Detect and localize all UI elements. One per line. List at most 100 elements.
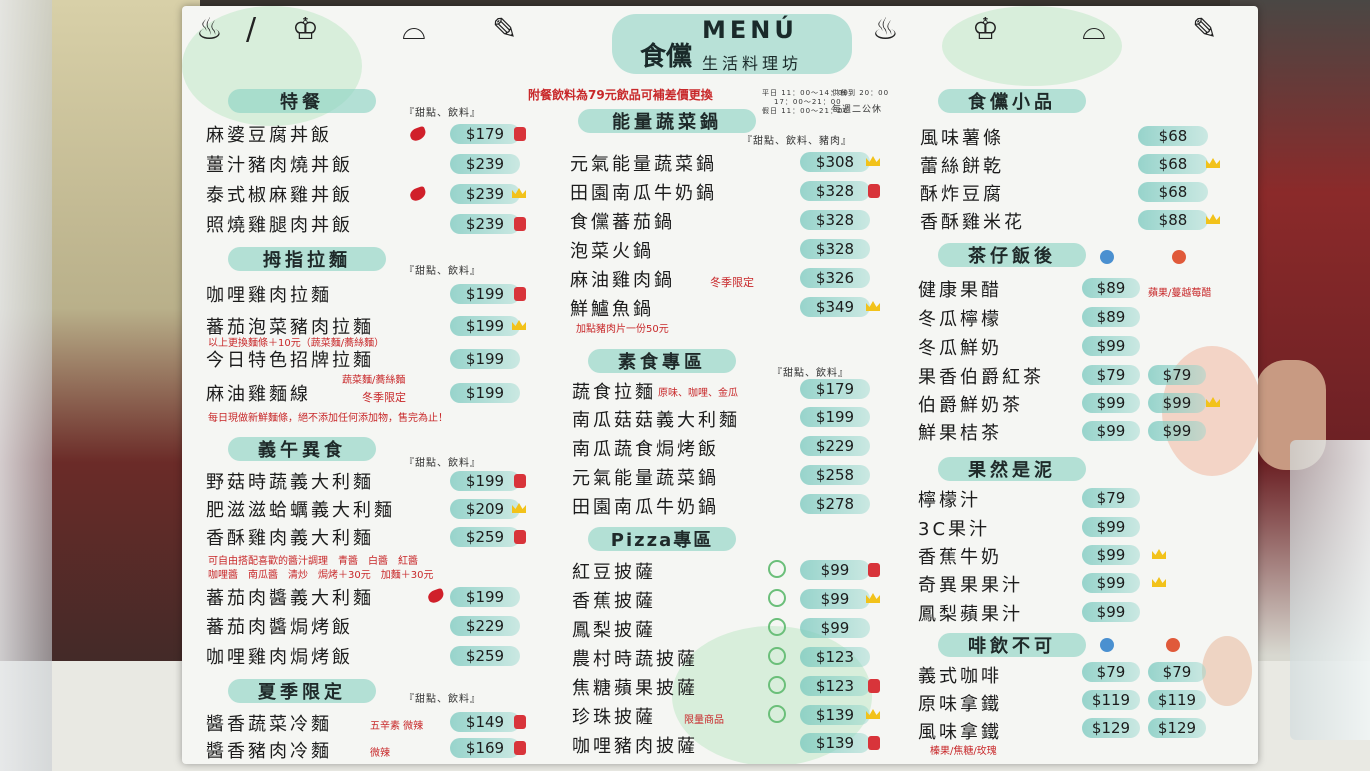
thumbs-up-icon [868, 563, 880, 577]
crown-icon [512, 320, 526, 330]
section-sub: 『甜點、飲料、豬肉』 [742, 136, 852, 147]
price: $68 [1138, 182, 1208, 202]
note: 冬季限定 [710, 276, 754, 289]
thumbs-up-icon [868, 679, 880, 693]
section-sub: 『甜點、飲料』 [404, 458, 481, 469]
price-hot: $129 [1148, 718, 1206, 738]
decor-blob [1202, 636, 1252, 706]
thumbs-up-icon [868, 736, 880, 750]
price: $259 [450, 527, 520, 547]
price-hot: $99 [1148, 421, 1206, 441]
section-title-tea: 茶仔飯後 [938, 240, 1086, 270]
hours-last-order: 供餐到 20：00 [832, 89, 890, 97]
vegetarian-icon [768, 618, 786, 636]
section-sub: 『甜點、飲料』 [404, 108, 481, 119]
price: $199 [800, 407, 870, 427]
price: $229 [450, 616, 520, 636]
knife-icon: / [246, 12, 257, 47]
note: 每日現做新鮮麵條，絕不添加任何添加物，售完為止！ [208, 413, 448, 424]
price: $79 [1082, 488, 1140, 508]
price: $239 [450, 184, 520, 204]
decor-blob [942, 6, 1122, 86]
shop-name: 食儻 [640, 42, 693, 72]
price: $278 [800, 494, 870, 514]
price-cold: $79 [1082, 365, 1140, 385]
price: $99 [1082, 602, 1140, 622]
chef-hat-icon: ♔ [972, 12, 999, 47]
price-cold: $99 [1082, 393, 1140, 413]
price: $229 [800, 436, 870, 456]
price: $199 [450, 316, 520, 336]
vegetarian-icon [768, 560, 786, 578]
note: 蔬菜麵/蕎絲麵 [342, 375, 406, 386]
price: $308 [800, 152, 870, 172]
title-marker [612, 14, 852, 74]
price: $123 [800, 647, 870, 667]
note: 冬季限定 [362, 391, 406, 404]
section-title-coffee: 啡飲不可 [938, 630, 1086, 660]
price-hot: $99 [1148, 393, 1206, 413]
spoon-icon: ✎ [1192, 12, 1218, 47]
price: $349 [800, 297, 870, 317]
price: $199 [450, 284, 520, 304]
crown-icon [866, 301, 880, 311]
section-title-vegetarian: 素食專區 [588, 346, 736, 376]
price: $99 [800, 618, 870, 638]
vegetarian-icon [768, 705, 786, 723]
price: $199 [450, 587, 520, 607]
pot-icon: ⌓ [1082, 12, 1106, 47]
crown-icon [866, 709, 880, 719]
note: 微辣 [370, 748, 390, 759]
price-cold: $89 [1082, 307, 1140, 327]
hot-icon [1166, 638, 1180, 652]
ladle-icon: ♨ [196, 12, 223, 47]
hours-weekday-eve: 17：00～21：00 [774, 98, 842, 106]
crown-icon [1206, 397, 1220, 407]
thumbs-up-icon [514, 127, 526, 141]
price-cold: $89 [1082, 278, 1140, 298]
price: $239 [450, 154, 520, 174]
price: $179 [450, 124, 520, 144]
section-title-special: 特餐 [228, 86, 376, 116]
price-cold: $99 [1082, 336, 1140, 356]
price: $259 [450, 646, 520, 666]
menu-item: 泰式椒麻雞丼飯 [206, 185, 353, 206]
note: 原味、咖哩、金瓜 [658, 388, 738, 399]
thumbs-up-icon [514, 287, 526, 301]
price: $123 [800, 676, 870, 696]
price: $169 [450, 738, 520, 758]
price: $328 [800, 181, 870, 201]
hours-holiday: 假日 11：00～21：00 [762, 107, 849, 115]
price: $68 [1138, 154, 1208, 174]
note: 限量商品 [684, 715, 724, 726]
note: 加點豬肉片一份50元 [576, 324, 669, 335]
price: $99 [1082, 545, 1140, 565]
hours-weekday: 平日 11：00～14：00 [762, 89, 849, 97]
price: $328 [800, 239, 870, 259]
note: 咖哩醬 南瓜醬 清炒 焗烤＋30元 加麵＋30元 [208, 570, 434, 581]
note: 可自由搭配喜歡的醬汁調理 青醬 白醬 紅醬 [208, 556, 418, 567]
menu-item: 照燒雞腿肉丼飯 [206, 215, 353, 236]
brand-title: MENÚ [702, 16, 798, 44]
price: $139 [800, 733, 870, 753]
water-glass [1290, 440, 1370, 740]
section-sub: 『甜點、飲料』 [404, 266, 481, 277]
ladle-icon: ♨ [872, 12, 899, 47]
price: $179 [800, 379, 870, 399]
section-title-summer: 夏季限定 [228, 676, 376, 706]
thumbs-up-icon [868, 184, 880, 198]
price: $99 [1082, 517, 1140, 537]
note: 榛果/焦糖/玫瑰 [930, 746, 997, 757]
section-sub: 『甜點、飲料』 [404, 694, 481, 705]
crown-icon [512, 503, 526, 513]
thumbs-up-icon [514, 217, 526, 231]
section-title-pizza: Pizza專區 [588, 524, 736, 554]
price: $88 [1138, 210, 1208, 230]
note: 以上更換麵條＋10元（蔬菜麵/蕎絲麵） [208, 338, 385, 349]
price: $99 [800, 560, 870, 580]
hours-closed: 每週二公休 [832, 105, 883, 115]
price-cold: $79 [1082, 662, 1140, 682]
note: 蘋果/蔓越莓醋 [1148, 288, 1212, 299]
price: $328 [800, 210, 870, 230]
price: $99 [1082, 573, 1140, 593]
